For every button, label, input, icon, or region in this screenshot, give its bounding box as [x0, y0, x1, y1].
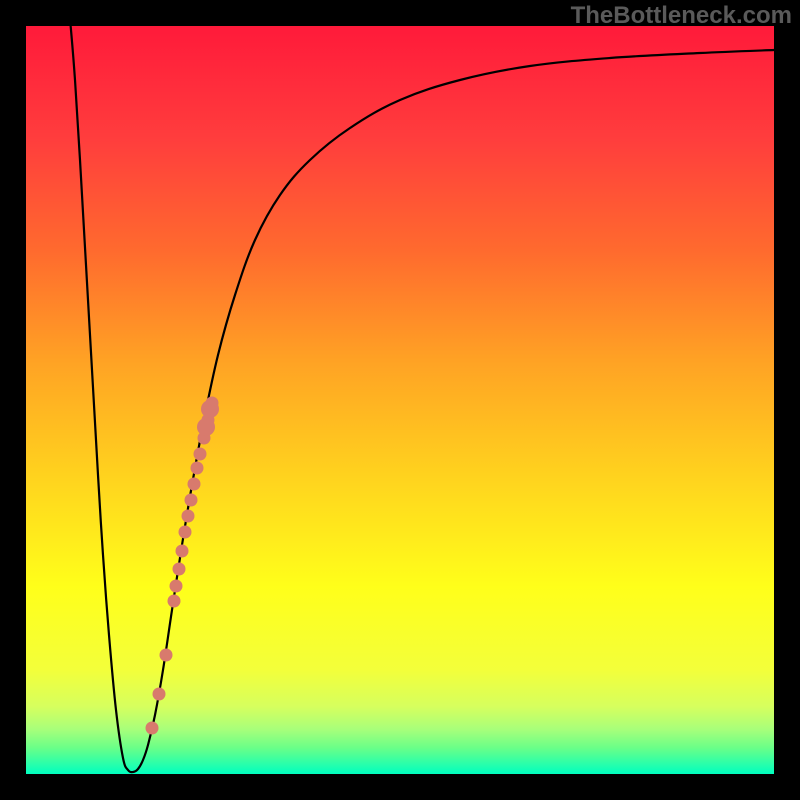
marker-dot	[146, 722, 159, 735]
plot-background	[26, 26, 774, 774]
watermark-text: TheBottleneck.com	[571, 2, 792, 30]
marker-dot	[153, 688, 166, 701]
marker-dot-large	[201, 400, 219, 418]
chart-container: TheBottleneck.com	[0, 0, 800, 800]
marker-dot	[191, 462, 204, 475]
marker-dot	[176, 545, 189, 558]
marker-dot-large	[197, 418, 215, 436]
marker-dot	[182, 510, 195, 523]
marker-dot	[170, 580, 183, 593]
marker-dot	[160, 649, 173, 662]
marker-dot	[173, 563, 186, 576]
chart-svg	[0, 0, 800, 800]
marker-dot	[168, 595, 181, 608]
marker-dot	[185, 494, 198, 507]
marker-dot	[188, 478, 201, 491]
marker-dot	[179, 526, 192, 539]
marker-dot	[194, 448, 207, 461]
